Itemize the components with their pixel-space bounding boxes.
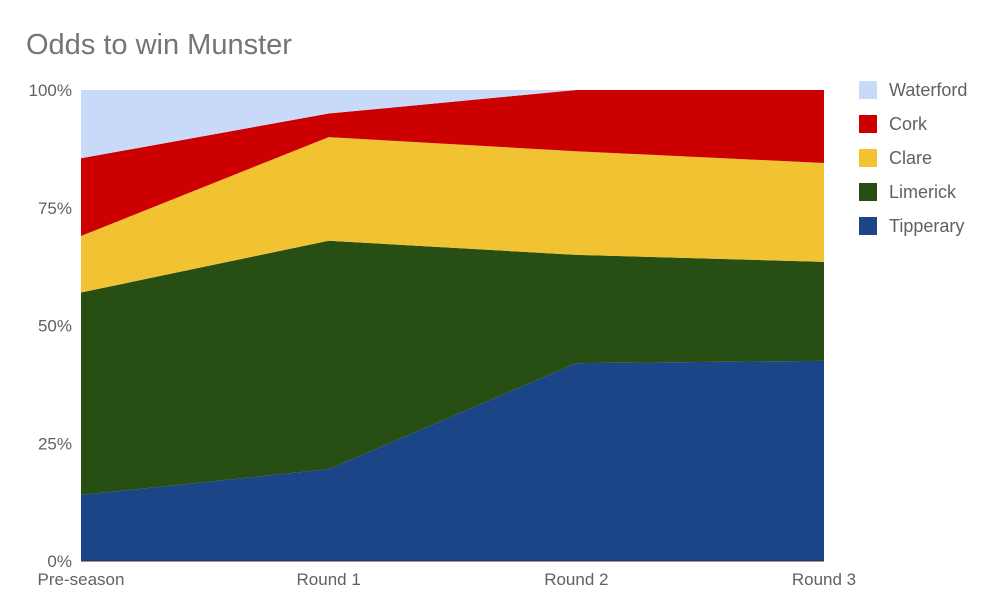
legend-item-clare: Clare: [859, 148, 932, 168]
legend-item-limerick: Limerick: [859, 182, 957, 202]
legend-label: Limerick: [889, 182, 957, 202]
series-area-limerick: [81, 240, 824, 496]
legend-item-waterford: Waterford: [859, 80, 967, 100]
y-tick-label: 50%: [38, 317, 72, 336]
legend-swatch: [859, 81, 877, 99]
y-tick-label: 75%: [38, 199, 72, 218]
y-tick-label: 0%: [47, 552, 72, 571]
legend-label: Tipperary: [889, 216, 964, 236]
x-tick-label: Pre-season: [38, 570, 125, 589]
x-axis-ticks: Pre-season Round 1 Round 2 Round 3: [38, 570, 857, 589]
series-area-cork: [81, 90, 824, 237]
chart-title: Odds to win Munster: [26, 29, 292, 61]
legend-label: Cork: [889, 114, 928, 134]
legend-label: Waterford: [889, 80, 967, 100]
legend-item-cork: Cork: [859, 114, 928, 134]
series-area-clare: [81, 137, 824, 293]
legend-swatch: [859, 183, 877, 201]
series-area-waterford: [81, 90, 824, 159]
y-axis-ticks: 0% 25% 50% 75% 100%: [29, 81, 72, 571]
area-layer: [81, 90, 824, 561]
series-area-tipperary: [81, 360, 824, 561]
legend: Waterford Cork Clare Limerick Tipperary: [859, 80, 967, 236]
x-tick-label: Round 3: [792, 570, 856, 589]
legend-item-tipperary: Tipperary: [859, 216, 964, 236]
y-tick-label: 100%: [29, 81, 72, 100]
legend-swatch: [859, 217, 877, 235]
x-tick-label: Round 2: [544, 570, 608, 589]
x-tick-label: Round 1: [297, 570, 361, 589]
legend-swatch: [859, 149, 877, 167]
legend-label: Clare: [889, 148, 932, 168]
y-tick-label: 25%: [38, 434, 72, 453]
legend-swatch: [859, 115, 877, 133]
